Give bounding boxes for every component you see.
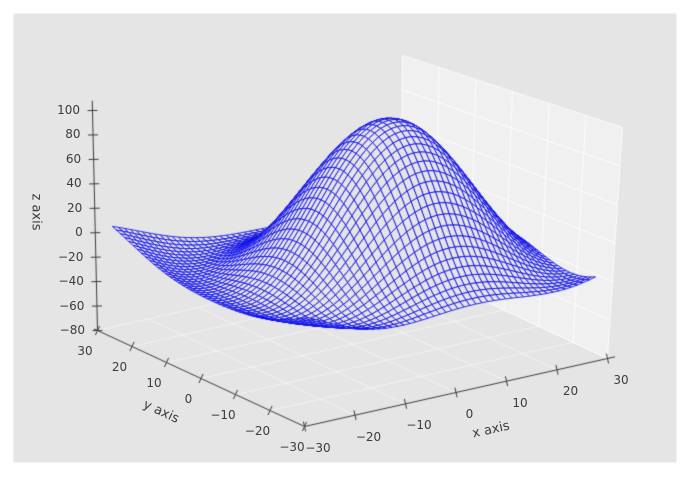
wireframe-3d-plot-canvas[interactable] — [0, 0, 692, 477]
figure-window: x axis y axis z axis −30 −20 −10 0 10 20 30 30 2… — [0, 0, 692, 477]
